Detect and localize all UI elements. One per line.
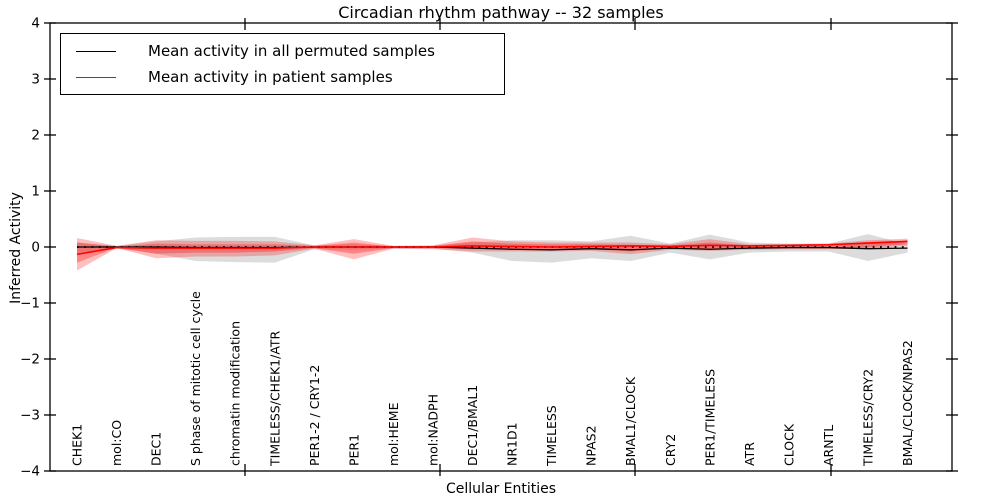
chart-title: Circadian rhythm pathway -- 32 samples bbox=[338, 3, 664, 22]
x-category-label: TIMELESS bbox=[544, 405, 559, 467]
x-category-label: PER1 bbox=[346, 434, 361, 466]
legend-item-patient: Mean activity in patient samples bbox=[61, 65, 504, 89]
x-category-label: ARNTL bbox=[821, 425, 836, 466]
x-category-label: TIMELESS/CRY2 bbox=[861, 369, 876, 467]
y-tick-label: 2 bbox=[31, 128, 40, 144]
x-category-label: TIMELESS/CHEK1/ATR bbox=[267, 330, 282, 467]
y-axis-label: Inferred Activity bbox=[8, 192, 24, 304]
x-category-label: mol:NADPH bbox=[425, 394, 440, 466]
y-tick-label: −2 bbox=[20, 352, 40, 368]
legend-line-patient-icon bbox=[76, 76, 116, 78]
legend-label-patient: Mean activity in patient samples bbox=[148, 68, 393, 86]
y-tick-label: −1 bbox=[20, 296, 40, 312]
legend-item-permuted: Mean activity in all permuted samples bbox=[61, 39, 504, 63]
x-category-label: CRY2 bbox=[663, 434, 678, 466]
x-category-label: BMAL1/CLOCK bbox=[623, 376, 638, 466]
y-tick-label: 0 bbox=[31, 240, 40, 256]
x-category-label: NR1D1 bbox=[505, 422, 520, 466]
x-axis-label: Cellular Entities bbox=[445, 481, 557, 497]
y-tick-label: 3 bbox=[31, 72, 40, 88]
x-category-label: mol:HEME bbox=[386, 402, 401, 466]
patient-mean-line bbox=[76, 240, 908, 256]
x-category-label: CHEK1 bbox=[70, 424, 85, 466]
x-category-label: DEC1 bbox=[149, 432, 164, 466]
x-category-label: NPAS2 bbox=[584, 425, 599, 466]
x-category-label: DEC1/BMAL1 bbox=[465, 385, 480, 466]
x-category-label: CLOCK bbox=[781, 423, 796, 466]
x-category-label: ATR bbox=[742, 442, 757, 466]
legend-line-permuted-icon bbox=[76, 50, 116, 52]
y-tick-label: −3 bbox=[20, 408, 40, 424]
x-category-label: chromatin modification bbox=[228, 321, 243, 466]
x-category-label: PER1/TIMELESS bbox=[702, 369, 717, 466]
legend-label-permuted: Mean activity in all permuted samples bbox=[148, 42, 435, 60]
y-tick-label: −4 bbox=[20, 464, 40, 480]
x-category-label: S phase of mitotic cell cycle bbox=[188, 291, 203, 466]
x-category-label: PER1-2 / CRY1-2 bbox=[307, 365, 322, 466]
x-category-label: mol:CO bbox=[109, 420, 124, 466]
legend: Mean activity in all permuted samples Me… bbox=[60, 33, 505, 95]
y-tick-label: 1 bbox=[31, 184, 40, 200]
x-category-label: BMAL/CLOCK/NPAS2 bbox=[900, 340, 915, 466]
y-tick-label: 4 bbox=[31, 16, 40, 32]
